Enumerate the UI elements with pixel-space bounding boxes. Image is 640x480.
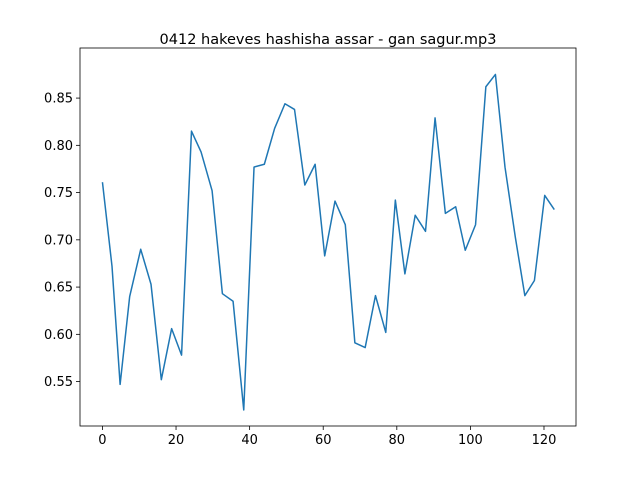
x-tick-label: 80	[389, 433, 406, 448]
y-tick-label: 0.80	[44, 139, 73, 154]
x-tick-label: 40	[241, 433, 258, 448]
y-tick-label: 0.70	[44, 233, 73, 248]
line-series	[101, 73, 555, 411]
chart-title: 0412 hakeves hashisha assar - gan sagur.…	[160, 32, 497, 48]
y-tick-label: 0.60	[44, 328, 73, 343]
y-tick-label: 0.75	[44, 186, 73, 201]
x-tick-label: 60	[315, 433, 332, 448]
plot-frame	[79, 47, 577, 427]
x-tick-label: 20	[168, 433, 185, 448]
x-tick-label: 0	[98, 433, 106, 448]
x-tick-label: 120	[532, 433, 557, 448]
y-tick-label: 0.55	[44, 375, 73, 390]
y-tick-label: 0.65	[44, 281, 73, 296]
x-tick-label: 100	[458, 433, 483, 448]
y-tick-label: 0.85	[44, 92, 73, 107]
